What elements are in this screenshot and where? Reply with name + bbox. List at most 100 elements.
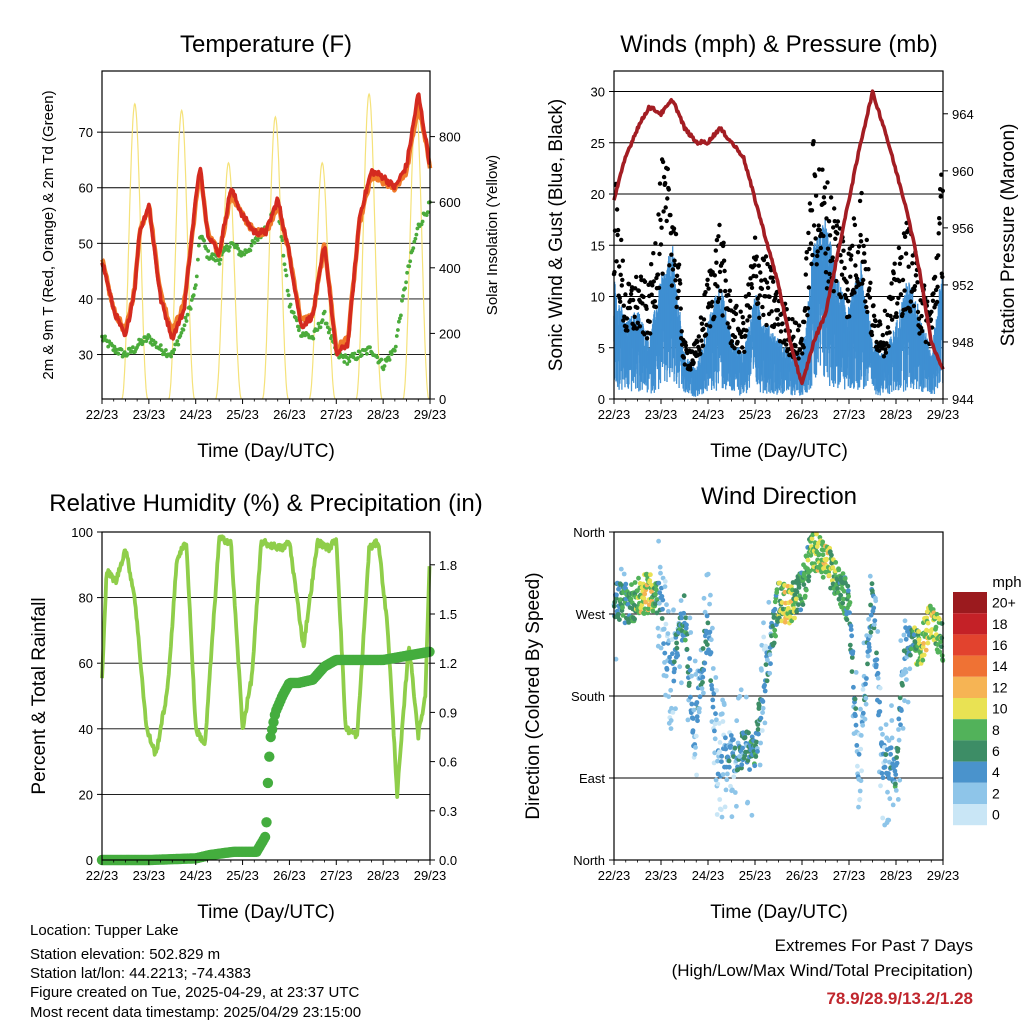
wind-direction-point — [709, 683, 714, 688]
wind-direction-point — [705, 620, 711, 626]
wind-direction-point — [738, 687, 744, 693]
gust-point — [824, 216, 829, 221]
wind-direction-point — [871, 622, 877, 627]
wind-direction-point — [754, 739, 759, 745]
gust-point — [860, 281, 865, 286]
wind-direction-point — [847, 600, 853, 605]
wind-direction-point — [617, 617, 622, 622]
gust-point — [932, 274, 938, 280]
wind-direction-point — [710, 666, 716, 671]
gust-point — [801, 345, 806, 350]
gust-point — [864, 237, 869, 243]
wind-direction-point — [693, 672, 699, 677]
humidity-ytick-label: 40 — [79, 722, 93, 737]
wind-direction-point — [708, 592, 713, 598]
humidity-ytick-label: 0 — [86, 853, 93, 868]
wind-direction-point — [662, 584, 668, 589]
gust-point — [661, 174, 667, 180]
gust-point — [936, 253, 941, 258]
gust-point — [649, 292, 654, 297]
gust-point — [717, 269, 723, 275]
gust-point — [867, 286, 872, 291]
gust-point — [618, 299, 623, 304]
humidity-xtick-label: 24/23 — [179, 868, 212, 883]
wind-direction-point — [848, 623, 854, 629]
gust-point — [809, 261, 814, 267]
gust-point — [633, 286, 638, 291]
gust-point — [732, 334, 738, 340]
precipitation-point — [264, 751, 275, 762]
gust-point — [821, 233, 826, 239]
wind-direction-point — [670, 710, 676, 715]
winds-xtick-label: 28/23 — [880, 407, 913, 422]
wind-direction-point — [767, 652, 773, 657]
dewpoint-point — [396, 328, 400, 332]
dewpoint-point — [171, 350, 176, 355]
gust-point — [832, 206, 837, 211]
wind-direction-point — [893, 788, 899, 793]
wind-direction-point — [674, 640, 679, 646]
wind-direction-point — [661, 641, 666, 646]
wind-direction-title: Wind Direction — [701, 483, 857, 510]
wind-direction-point — [833, 560, 839, 565]
winds-pressure-panel: Winds (mph) & Pressure (mb) 0 5 10 15 20 25 30… — [546, 31, 1019, 462]
wind-direction-point — [808, 552, 814, 558]
wind-direction-point — [773, 633, 778, 639]
wind-direction-point — [628, 596, 634, 602]
wind-direction-point — [742, 735, 748, 740]
wind-direction-point — [734, 803, 739, 809]
humidity-ytick-label: 20 — [79, 787, 93, 802]
dewpoint-point — [206, 249, 211, 253]
wind-direction-point — [897, 695, 903, 701]
wind-direction-point — [933, 624, 939, 630]
gust-point — [745, 318, 750, 323]
gust-point — [727, 288, 732, 293]
wind-direction-point — [717, 740, 723, 745]
wind-direction-point — [726, 758, 732, 764]
winds-ytick-label: 15 — [591, 238, 605, 253]
dewpoint-point — [285, 288, 290, 293]
humidity-ytick-right-label: 0.3 — [439, 804, 457, 819]
gust-point — [660, 271, 665, 276]
wind-direction-point — [868, 602, 873, 608]
wind-direction-point — [796, 602, 801, 607]
wind-direction-point — [762, 720, 768, 726]
gust-point — [908, 299, 913, 304]
humidity-xtick-label: 25/23 — [226, 868, 259, 883]
wind-direction-point — [715, 758, 720, 764]
gust-point — [892, 261, 897, 266]
wind-direction-point — [664, 602, 669, 608]
dewpoint-point — [226, 248, 231, 253]
wind-direction-point — [939, 653, 945, 658]
wind-direction-point — [848, 627, 854, 632]
wind-direction-point — [880, 815, 886, 821]
gust-point — [634, 326, 639, 331]
wind-direction-point — [851, 684, 856, 690]
dewpoint-point — [365, 351, 369, 356]
gust-point — [696, 334, 701, 339]
gust-point — [704, 322, 709, 328]
wind-direction-point — [720, 772, 726, 777]
temperature-ytick-right-label: 400 — [439, 261, 461, 276]
gust-point — [915, 280, 920, 285]
gust-point — [740, 345, 745, 350]
extremes-title: Extremes For Past 7 Days — [775, 936, 973, 955]
dewpoint-point — [217, 262, 222, 266]
gust-point — [805, 306, 811, 311]
dewpoint-point — [172, 347, 177, 352]
dewpoint-point — [125, 352, 130, 357]
gust-point — [704, 282, 710, 287]
gust-point — [913, 273, 919, 278]
wind-direction-point — [796, 585, 802, 590]
gust-point — [705, 277, 710, 282]
wind-direction-point — [694, 772, 699, 778]
wind-direction-point — [666, 694, 672, 699]
wind-direction-point — [746, 730, 751, 736]
dewpoint-point — [393, 344, 398, 349]
wind-direction-point — [757, 762, 763, 768]
wind-direction-point — [829, 552, 834, 558]
gust-point — [864, 304, 869, 310]
wind-direction-point — [800, 602, 806, 607]
wind-direction-point — [873, 662, 879, 668]
dewpoint-point — [284, 273, 289, 278]
